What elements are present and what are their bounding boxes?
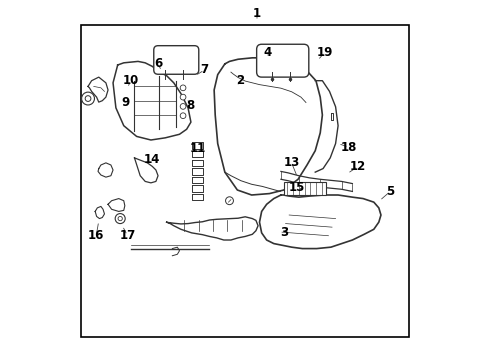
Text: 19: 19 <box>316 46 332 59</box>
Text: 16: 16 <box>88 229 104 242</box>
Circle shape <box>225 197 233 204</box>
Text: 18: 18 <box>340 141 356 154</box>
Text: 14: 14 <box>144 153 160 166</box>
Text: 8: 8 <box>186 99 194 112</box>
Circle shape <box>180 104 185 109</box>
Circle shape <box>115 213 125 224</box>
Circle shape <box>81 92 94 105</box>
Text: 3: 3 <box>280 226 288 239</box>
Text: 4: 4 <box>263 46 271 59</box>
Circle shape <box>85 96 91 102</box>
Text: 11: 11 <box>189 142 205 155</box>
Text: 17: 17 <box>119 229 135 242</box>
Text: 2: 2 <box>236 74 244 87</box>
Bar <box>283 182 325 195</box>
Circle shape <box>180 85 185 91</box>
Circle shape <box>180 113 185 118</box>
Circle shape <box>118 216 122 221</box>
Text: 1: 1 <box>252 8 261 21</box>
Text: 13: 13 <box>283 156 299 169</box>
Text: 9: 9 <box>122 96 130 109</box>
FancyBboxPatch shape <box>153 46 198 74</box>
Bar <box>81 24 408 337</box>
Text: 10: 10 <box>122 74 139 87</box>
Circle shape <box>180 94 185 100</box>
Text: 12: 12 <box>349 160 366 173</box>
Text: 7: 7 <box>200 63 208 76</box>
Text: 5: 5 <box>386 185 393 198</box>
FancyBboxPatch shape <box>256 44 308 77</box>
Text: 6: 6 <box>154 57 162 71</box>
Text: 15: 15 <box>288 181 305 194</box>
